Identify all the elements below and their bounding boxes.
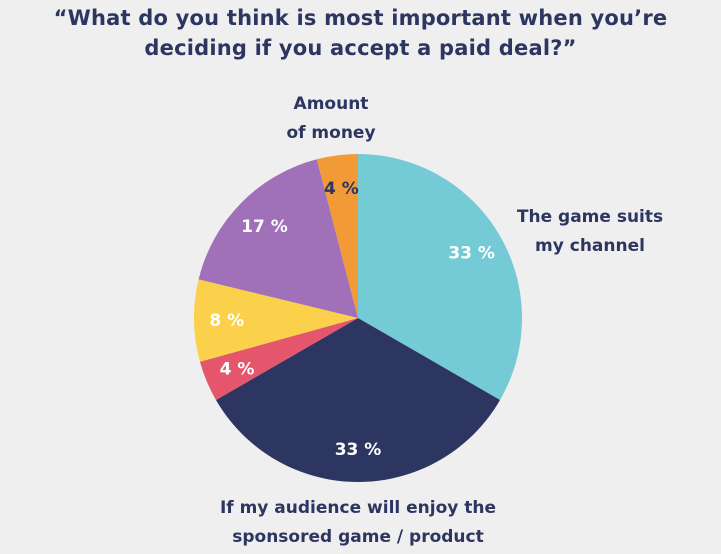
pie-slice bbox=[358, 154, 522, 400]
callout-line: If my audience will enjoy the bbox=[219, 498, 497, 518]
slice-label: 4 % bbox=[220, 360, 255, 380]
callout-line: sponsored game / product bbox=[232, 527, 484, 547]
callout-line: The game suits bbox=[516, 207, 664, 227]
pie-slice bbox=[194, 279, 358, 362]
callout-line: Amount bbox=[293, 94, 369, 114]
chart-title: “What do you think is most important whe… bbox=[0, 3, 721, 63]
title-line-1: “What do you think is most important whe… bbox=[53, 6, 668, 30]
slice-label: 4 % bbox=[324, 179, 359, 199]
callout-amount-of-money: Amount of money bbox=[251, 90, 411, 148]
pie-slice bbox=[215, 318, 501, 482]
slice-label: 33 % bbox=[335, 440, 382, 460]
callout-audience-enjoy: If my audience will enjoy the sponsored … bbox=[158, 494, 558, 552]
pie-slice bbox=[198, 159, 358, 318]
slice-label: 33 % bbox=[448, 243, 495, 263]
slice-label: 17 % bbox=[241, 217, 288, 237]
callout-line: my channel bbox=[535, 236, 645, 256]
pie-slice bbox=[316, 154, 358, 318]
callout-line: of money bbox=[286, 123, 376, 143]
slice-label: 8 % bbox=[209, 311, 244, 331]
callout-game-suits-channel: The game suits my channel bbox=[500, 203, 680, 261]
pie-slice bbox=[199, 318, 358, 400]
title-line-2: deciding if you accept a paid deal?” bbox=[144, 36, 577, 60]
